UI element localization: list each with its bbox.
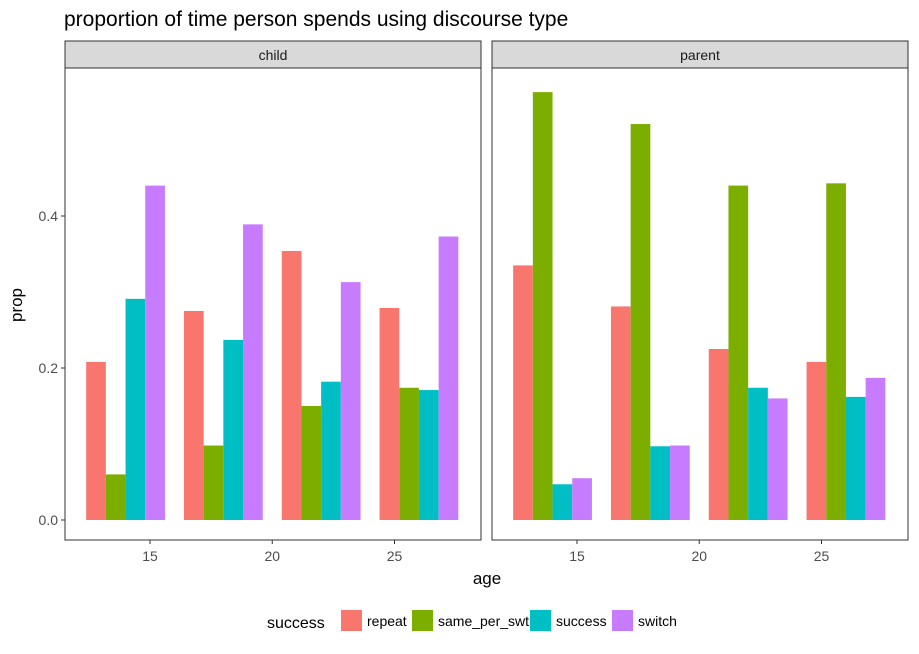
facet-strip-child — [64, 40, 482, 69]
x-tick-label: 20 — [691, 548, 707, 564]
legend-key-switch — [612, 610, 633, 631]
legend-label-same_per_swtich: same_per_swtich — [438, 613, 547, 629]
bar-parent-same_per_swtich-0 — [532, 92, 553, 521]
bar-child-same_per_swtich-1 — [203, 445, 224, 520]
bar-child-switch-2 — [340, 282, 361, 520]
y-tick-label: 0.0 — [39, 512, 59, 528]
bar-child-repeat-1 — [183, 311, 204, 520]
bar-child-success-0 — [125, 298, 146, 520]
bar-child-repeat-0 — [86, 361, 106, 520]
legend-label-repeat: repeat — [367, 613, 407, 629]
bar-parent-switch-1 — [670, 445, 690, 520]
bar-child-switch-0 — [145, 185, 165, 520]
bar-parent-switch-3 — [865, 377, 886, 520]
x-axis-title: age — [473, 569, 501, 588]
bar-child-same_per_swtich-3 — [399, 387, 419, 520]
panel-border — [491, 67, 909, 541]
legend-label-success: success — [556, 613, 607, 629]
y-axis-title: prop — [7, 288, 26, 322]
panel-border — [64, 67, 482, 541]
x-tick-label: 25 — [387, 548, 403, 564]
bar-child-success-1 — [223, 339, 244, 520]
facet-strip-label: parent — [680, 47, 720, 63]
legend-title: success — [267, 615, 325, 632]
bar-child-success-3 — [418, 390, 439, 520]
bar-parent-repeat-0 — [513, 265, 533, 520]
x-tick-label: 25 — [814, 548, 830, 564]
bar-child-switch-3 — [438, 236, 459, 520]
facet-panel-child: child 15 20 25 0.0 0.2 0.4 — [39, 40, 482, 564]
bar-parent-success-3 — [845, 396, 866, 520]
bar-child-success-2 — [321, 381, 341, 520]
panels-layer: child 15 20 25 0.0 0.2 0.4 parent 15 20 25 — [39, 40, 909, 564]
bar-parent-same_per_swtich-3 — [826, 183, 846, 520]
legend: success repeat same_per_swtich success swit… — [267, 610, 677, 632]
x-tick-label: 15 — [142, 548, 158, 564]
legend-key-same_per_swtich — [412, 610, 433, 631]
bar-parent-repeat-2 — [708, 349, 729, 520]
x-tick-label: 20 — [264, 548, 280, 564]
bar-child-switch-1 — [243, 224, 263, 521]
y-tick-label: 0.4 — [39, 208, 59, 224]
bar-parent-same_per_swtich-2 — [728, 185, 749, 520]
bar-parent-switch-2 — [767, 398, 788, 520]
bar-parent-same_per_swtich-1 — [630, 124, 651, 520]
bar-child-repeat-3 — [379, 307, 400, 520]
legend-items: repeat same_per_swtich success switch — [341, 610, 677, 631]
bar-parent-success-1 — [650, 446, 671, 520]
bar-parent-success-0 — [552, 484, 573, 520]
x-tick-label: 15 — [569, 548, 585, 564]
bar-parent-switch-0 — [572, 478, 592, 520]
facet-panel-parent: parent 15 20 25 — [491, 40, 909, 564]
facet-strip-parent — [491, 40, 909, 69]
bar-parent-repeat-1 — [610, 306, 631, 520]
bar-parent-repeat-3 — [806, 361, 827, 520]
bar-child-same_per_swtich-0 — [105, 474, 126, 520]
facet-strip-label: child — [259, 47, 288, 63]
bar-child-repeat-2 — [281, 250, 302, 520]
legend-label-switch: switch — [638, 613, 677, 629]
bar-parent-success-2 — [748, 387, 768, 520]
chart-title: proportion of time person spends using d… — [64, 8, 568, 31]
y-tick-label: 0.2 — [39, 360, 59, 376]
legend-key-repeat — [341, 610, 362, 631]
bar-child-same_per_swtich-2 — [301, 406, 322, 520]
legend-key-success — [530, 610, 551, 631]
